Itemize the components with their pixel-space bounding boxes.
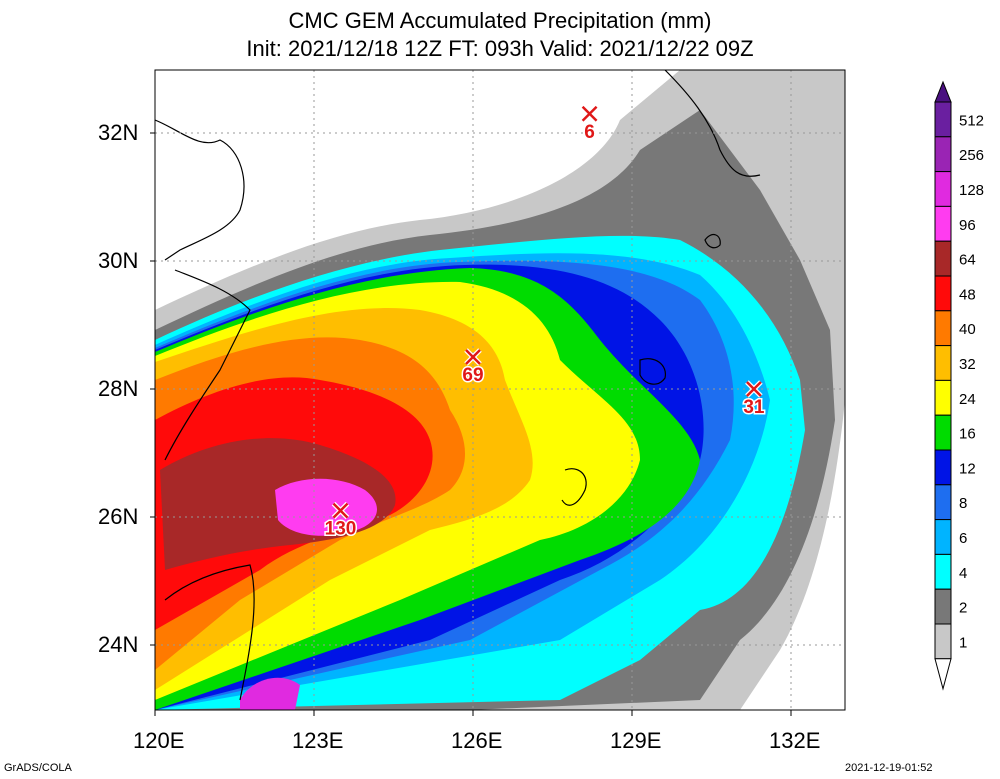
- marker-value: 130: [325, 519, 357, 540]
- legend-level-label: 48: [959, 286, 976, 303]
- legend-level-label: 96: [959, 217, 976, 234]
- legend-swatch: [934, 414, 952, 451]
- legend-level-label: 32: [959, 356, 976, 373]
- legend-level-label: 4: [959, 565, 967, 582]
- legend-bottom-cap: [934, 658, 952, 691]
- legend-level-label: 1: [959, 634, 967, 651]
- max-marker: 31: [742, 380, 766, 420]
- marker-x: [746, 381, 762, 397]
- legend-swatch: [934, 310, 952, 347]
- marker-x: [465, 349, 481, 365]
- legend-swatch: [934, 553, 952, 590]
- lat-label: 24N: [98, 632, 139, 657]
- legend-level-label: 64: [959, 252, 976, 269]
- map-title-line1: CMC GEM Accumulated Precipitation (mm): [288, 8, 712, 33]
- max-markers: 6 69 31 130: [323, 105, 766, 541]
- max-marker: 69: [461, 348, 485, 388]
- marker-x: [332, 502, 349, 519]
- precip-area-96mm: [275, 478, 377, 536]
- coastlines: [155, 70, 761, 701]
- legend-swatch: [934, 449, 952, 486]
- legend-swatch: [934, 345, 952, 381]
- legend-level-label: 16: [959, 426, 976, 443]
- marker-x: [581, 105, 598, 122]
- precip-area-south-high: [240, 677, 300, 710]
- marker-value: 6: [584, 122, 595, 143]
- legend-swatch: [934, 484, 952, 521]
- legend-level-label: 24: [959, 391, 976, 408]
- marker-value: 31: [743, 397, 765, 418]
- footer-credit: GrADS/COLA: [4, 762, 72, 774]
- legend-level-label: 12: [959, 460, 976, 477]
- legend-swatch: [934, 588, 952, 625]
- legend-swatch: [934, 240, 952, 277]
- map-title-line2: Init: 2021/12/18 12Z FT: 093h Valid: 202…: [246, 36, 754, 61]
- legend-level-label: 128: [959, 182, 984, 199]
- max-marker: 6: [580, 105, 599, 144]
- lat-label: 26N: [98, 504, 139, 529]
- marker-value: 69: [462, 365, 483, 386]
- legend-top-cap: [934, 80, 952, 103]
- axis-ticks: [150, 132, 792, 716]
- legend-level-label: 256: [959, 147, 984, 164]
- legend-swatch: [934, 275, 952, 312]
- lon-label: 129E: [610, 728, 662, 753]
- legend-level-label: 40: [959, 321, 976, 338]
- lon-label: 126E: [451, 728, 503, 753]
- max-marker: 130: [323, 501, 358, 541]
- legend-level-label: 6: [959, 530, 967, 547]
- footer-timestamp: 2021-12-19-01:52: [845, 762, 933, 774]
- legend-swatch: [934, 205, 952, 242]
- lon-label: 123E: [292, 728, 344, 753]
- legend-swatch: [934, 623, 952, 660]
- legend-swatch: [934, 101, 952, 138]
- legend-swatch: [934, 171, 952, 207]
- lat-label: 30N: [98, 248, 139, 273]
- precip-field: [155, 70, 845, 710]
- grid-lines: [155, 70, 845, 710]
- plot-frame: [154, 69, 846, 711]
- legend-swatch: [934, 519, 952, 555]
- legend-swatch: [934, 379, 952, 416]
- lat-label: 28N: [98, 376, 139, 401]
- lon-label: 120E: [133, 728, 185, 753]
- legend-level-label: 8: [959, 495, 967, 512]
- lat-label: 32N: [98, 120, 139, 145]
- legend-swatch: [934, 136, 952, 173]
- lon-label: 132E: [769, 728, 821, 753]
- legend-level-label: 2: [959, 600, 967, 617]
- legend-level-label: 512: [959, 112, 984, 129]
